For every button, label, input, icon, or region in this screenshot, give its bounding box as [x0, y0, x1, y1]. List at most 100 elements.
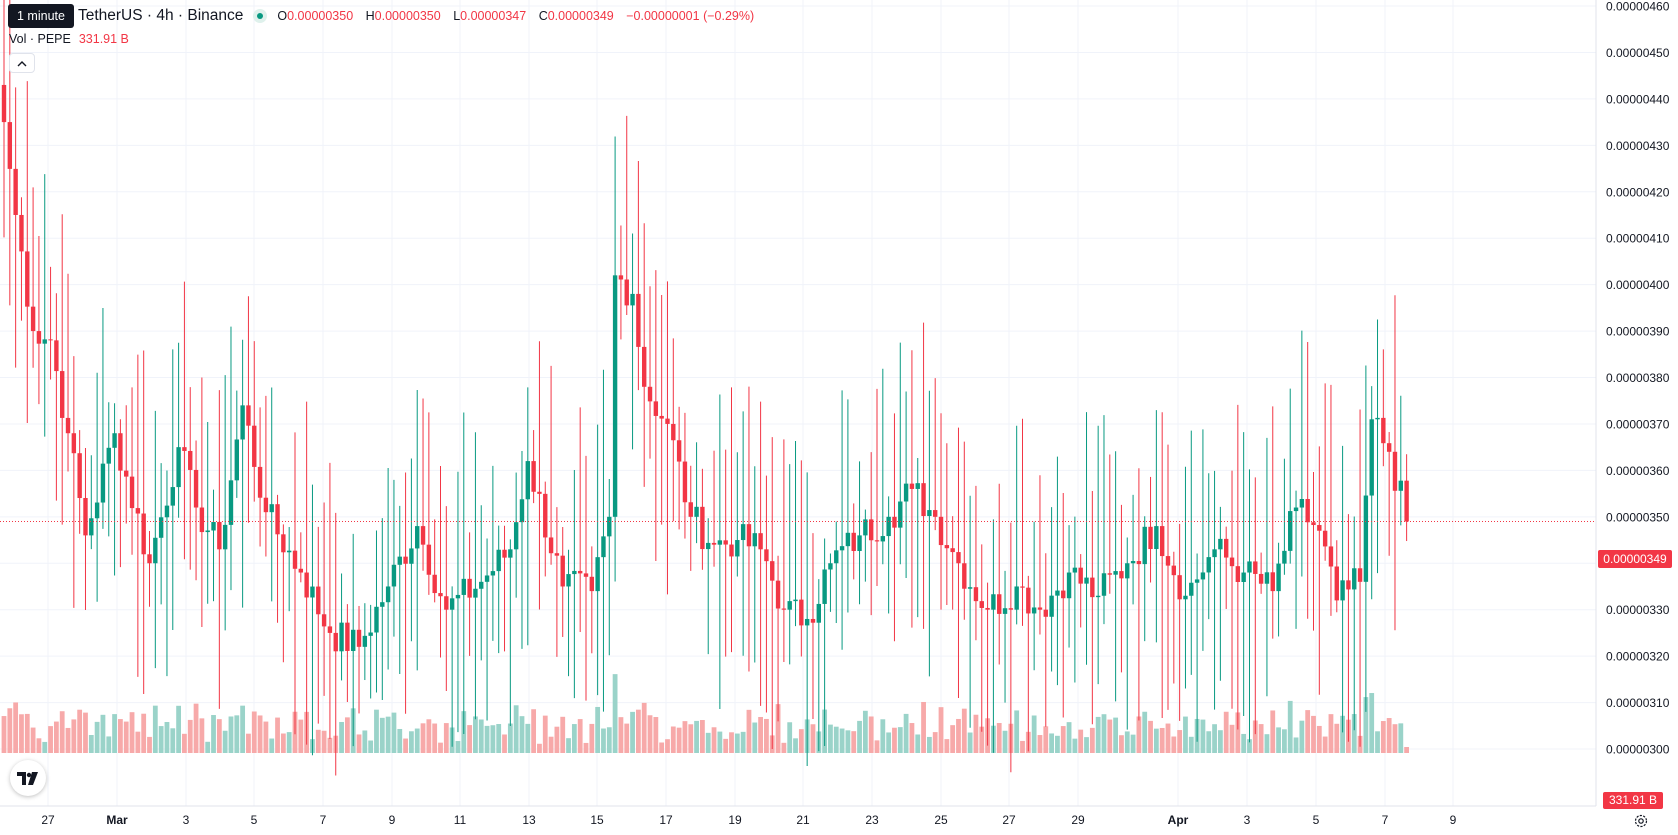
candle[interactable]	[1090, 490, 1095, 725]
candle[interactable]	[1165, 444, 1171, 710]
candle[interactable]	[1346, 514, 1351, 742]
candle[interactable]	[886, 496, 891, 614]
candle[interactable]	[1235, 404, 1241, 730]
candle[interactable]	[1049, 507, 1054, 672]
candle[interactable]	[158, 463, 164, 605]
candle[interactable]	[345, 604, 350, 702]
candle[interactable]	[89, 455, 94, 550]
candle[interactable]	[997, 483, 1002, 665]
candle[interactable]	[275, 494, 280, 623]
candle[interactable]	[490, 465, 496, 641]
candle[interactable]	[1224, 526, 1229, 609]
candle[interactable]	[147, 531, 152, 607]
candle[interactable]	[572, 470, 577, 699]
candle[interactable]	[1078, 554, 1083, 628]
candle[interactable]	[409, 458, 414, 642]
candle[interactable]	[333, 512, 338, 776]
candle[interactable]	[758, 401, 763, 706]
candle[interactable]	[892, 413, 897, 642]
candle[interactable]	[1194, 553, 1200, 742]
candle[interactable]	[956, 427, 961, 699]
settings-gear-icon[interactable]	[1633, 813, 1649, 829]
candle[interactable]	[938, 413, 944, 610]
candle[interactable]	[479, 505, 484, 661]
candle[interactable]	[496, 525, 501, 654]
candle[interactable]	[1229, 470, 1235, 709]
candle[interactable]	[839, 390, 845, 650]
price-axis[interactable]: 0.00000460 0.00000450 0.00000440 0.00000430…	[1606, 0, 1670, 757]
candle[interactable]	[391, 479, 397, 637]
candle[interactable]	[973, 485, 979, 641]
candle[interactable]	[420, 398, 426, 571]
candle[interactable]	[1270, 406, 1275, 639]
candle[interactable]	[1357, 409, 1363, 747]
candle[interactable]	[257, 407, 263, 547]
candle[interactable]	[263, 395, 269, 557]
candle[interactable]	[1317, 446, 1322, 695]
candle[interactable]	[810, 533, 816, 720]
candle[interactable]	[1218, 506, 1223, 681]
candle[interactable]	[874, 388, 880, 586]
candle[interactable]	[1142, 516, 1147, 642]
candle[interactable]	[967, 495, 973, 728]
candle[interactable]	[991, 519, 996, 753]
candle[interactable]	[71, 356, 77, 608]
candle[interactable]	[1154, 410, 1159, 643]
candle[interactable]	[304, 401, 309, 745]
candle[interactable]	[1276, 542, 1281, 637]
candle[interactable]	[1352, 516, 1357, 731]
candle[interactable]	[642, 223, 647, 487]
candle[interactable]	[554, 507, 560, 657]
candle[interactable]	[1037, 475, 1043, 635]
candle[interactable]	[106, 402, 111, 537]
candle[interactable]	[1322, 383, 1328, 561]
candle[interactable]	[822, 538, 827, 746]
candle[interactable]	[863, 509, 868, 582]
candle[interactable]	[1084, 412, 1089, 665]
candle[interactable]	[1130, 494, 1136, 605]
candle[interactable]	[1392, 295, 1398, 631]
candle[interactable]	[164, 470, 170, 677]
candle[interactable]	[857, 461, 862, 605]
candle[interactable]	[1311, 471, 1316, 631]
candle[interactable]	[793, 440, 798, 627]
candle[interactable]	[1072, 516, 1078, 683]
candle[interactable]	[1398, 395, 1403, 526]
candle[interactable]	[211, 489, 216, 602]
candle[interactable]	[566, 549, 571, 677]
candle[interactable]	[432, 519, 437, 603]
candle[interactable]	[601, 369, 606, 712]
candle[interactable]	[1206, 473, 1211, 620]
candle[interactable]	[1288, 388, 1293, 564]
candle[interactable]	[531, 430, 536, 504]
candle[interactable]	[415, 390, 420, 671]
candle[interactable]	[385, 467, 391, 670]
candle[interactable]	[1159, 412, 1165, 718]
candle[interactable]	[1026, 575, 1031, 752]
time-axis[interactable]: 27 Mar 3 5 7 9 11 13 15 17 19 21 23 25 27 29 Apr 3 5 7 9	[41, 813, 1456, 827]
candle[interactable]	[583, 455, 589, 701]
candle[interactable]	[368, 604, 373, 699]
candle[interactable]	[25, 81, 30, 424]
candle[interactable]	[723, 449, 728, 657]
candle[interactable]	[316, 526, 321, 724]
candle[interactable]	[1334, 540, 1339, 613]
candle[interactable]	[700, 468, 705, 570]
candle[interactable]	[141, 350, 146, 695]
candle[interactable]	[560, 527, 565, 637]
candle[interactable]	[816, 579, 821, 752]
collapse-legend-button[interactable]	[9, 53, 35, 73]
candle[interactable]	[281, 524, 286, 663]
candle[interactable]	[659, 295, 664, 525]
candle[interactable]	[548, 365, 554, 565]
candle[interactable]	[292, 432, 298, 735]
candle[interactable]	[374, 530, 379, 693]
candle[interactable]	[537, 341, 542, 610]
candle[interactable]	[1340, 445, 1345, 733]
candle[interactable]	[740, 411, 746, 656]
candle[interactable]	[1095, 425, 1101, 685]
candle[interactable]	[1241, 432, 1246, 717]
candle[interactable]	[327, 462, 333, 740]
candle[interactable]	[1404, 454, 1409, 542]
candle[interactable]	[1282, 458, 1287, 575]
